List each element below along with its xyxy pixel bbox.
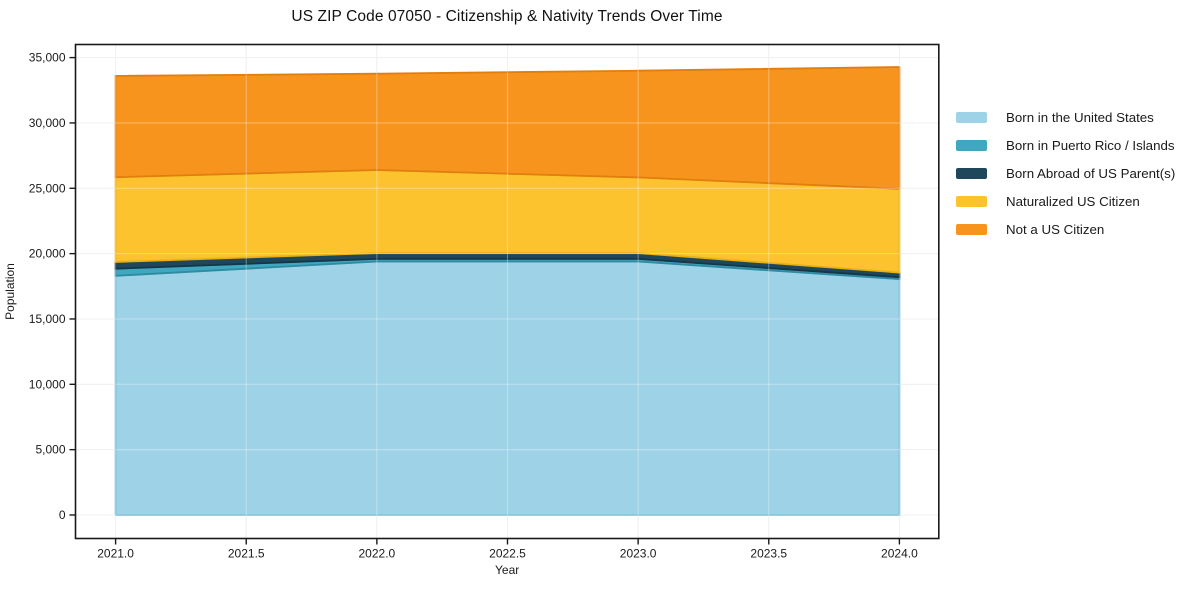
x-tick-label: 2022.5 (489, 547, 526, 561)
legend-item-naturalized: Naturalized US Citizen (956, 187, 1175, 215)
legend: Born in the United States Born in Puerto … (956, 104, 1175, 243)
y-tick-label: 30,000 (29, 116, 66, 130)
legend-label: Born in the United States (1006, 110, 1154, 126)
legend-swatch-icon (956, 195, 987, 207)
legend-label: Not a US Citizen (1006, 221, 1105, 237)
y-tick-label: 25,000 (29, 181, 66, 195)
legend-swatch-icon (956, 140, 987, 152)
x-tick-label: 2021.5 (228, 547, 265, 561)
y-tick-label: 20,000 (29, 247, 66, 261)
legend-label: Born Abroad of US Parent(s) (1006, 165, 1176, 181)
y-axis-label: Population (3, 263, 17, 320)
area-not-citizen (114, 66, 901, 190)
chart-title: US ZIP Code 07050 - Citizenship & Nativi… (291, 8, 723, 25)
x-tick-label: 2024.0 (881, 547, 918, 561)
legend-item-born-abroad: Born Abroad of US Parent(s) (956, 160, 1175, 188)
legend-label: Naturalized US Citizen (1006, 193, 1140, 209)
legend-item-born-in-us: Born in the United States (956, 104, 1175, 132)
legend-swatch-icon (956, 112, 987, 124)
x-axis-label: Year (495, 563, 519, 577)
legend-item-not-citizen: Not a US Citizen (956, 215, 1175, 243)
x-tick-label: 2022.0 (359, 547, 396, 561)
x-tick-label: 2023.0 (620, 547, 657, 561)
x-tick-label: 2021.0 (97, 547, 134, 561)
y-tick-label: 5,000 (35, 443, 65, 457)
y-tick-label: 0 (59, 508, 66, 522)
y-tick-label: 10,000 (29, 377, 66, 391)
legend-swatch-icon (956, 167, 987, 179)
legend-swatch-icon (956, 223, 987, 235)
x-tick-label: 2023.5 (750, 547, 787, 561)
y-tick-label: 15,000 (29, 312, 66, 326)
legend-label: Born in Puerto Rico / Islands (1006, 138, 1175, 154)
legend-item-born-pr-islands: Born in Puerto Rico / Islands (956, 132, 1175, 160)
y-tick-label: 35,000 (29, 51, 66, 65)
